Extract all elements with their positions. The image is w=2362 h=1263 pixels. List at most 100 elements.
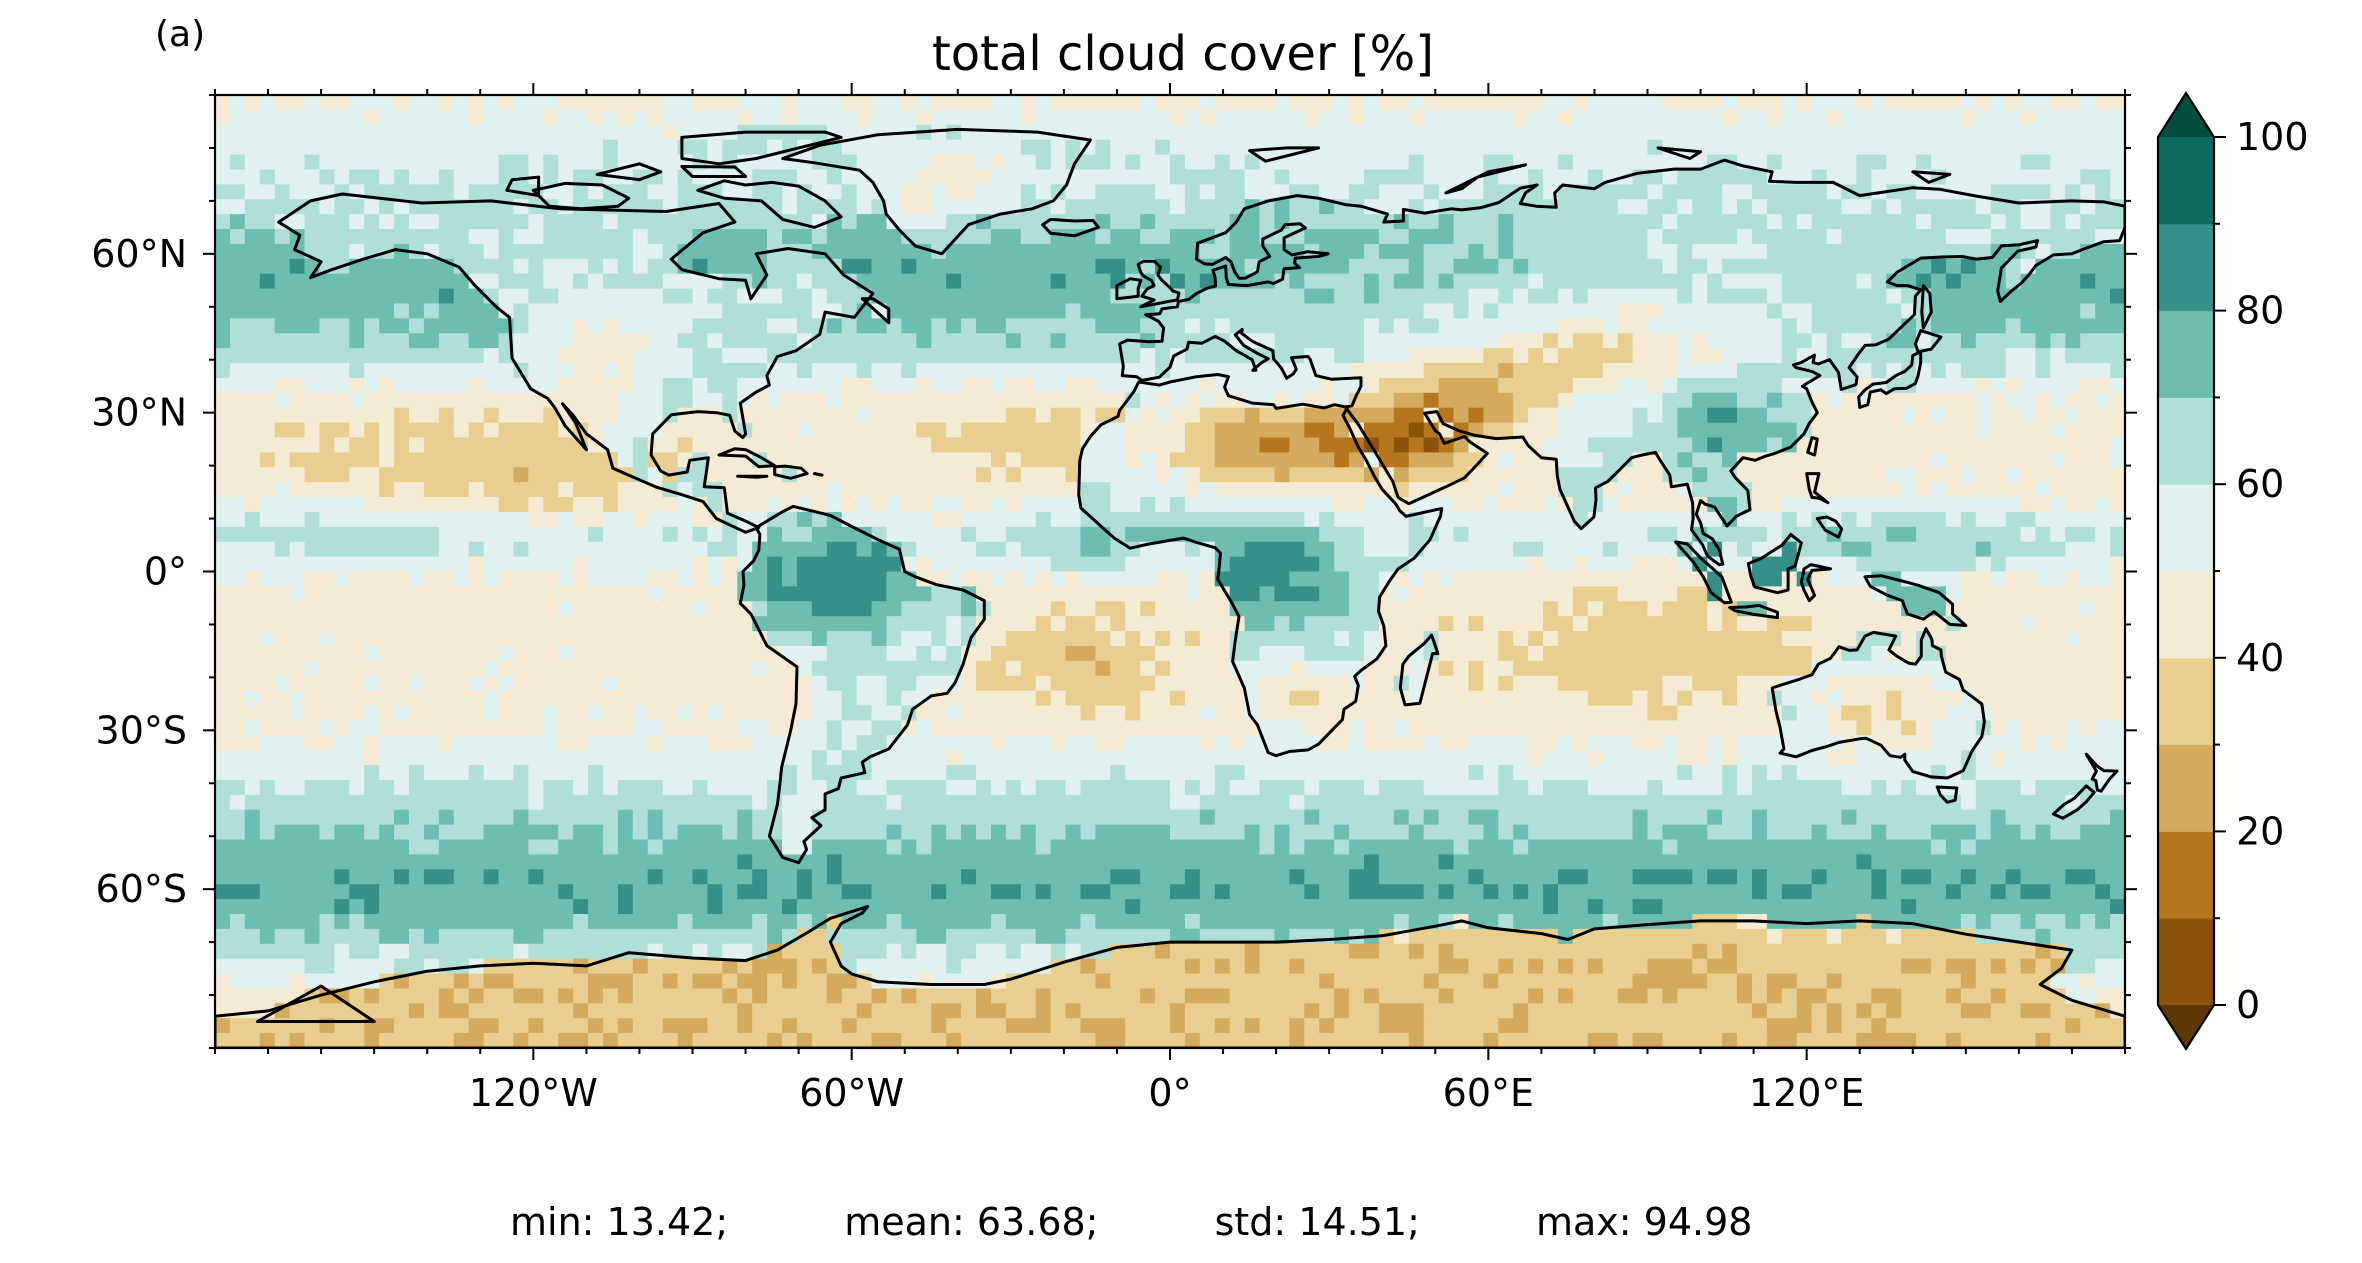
field-cell <box>692 318 768 334</box>
field-cell <box>1155 407 1171 424</box>
field-cell <box>767 392 783 409</box>
field-cell <box>1796 1003 1813 1019</box>
field-cell <box>528 1033 559 1048</box>
field-cell <box>244 913 321 930</box>
field-cell <box>1796 1033 1858 1048</box>
field-cell <box>528 511 559 528</box>
field-cell <box>1498 824 1514 841</box>
field-cell <box>394 437 410 453</box>
field-cell <box>1244 184 1290 200</box>
field-cell <box>1647 526 1678 543</box>
field-cell <box>1841 511 1857 528</box>
field-cell <box>692 526 709 543</box>
field-cell <box>767 884 798 900</box>
field-cell <box>1334 348 1365 364</box>
field-cell <box>1871 884 1887 900</box>
field-cell <box>543 497 574 513</box>
field-cell <box>1229 318 1365 334</box>
field-cell <box>707 884 723 900</box>
field-cell <box>1886 333 1917 349</box>
field-cell <box>1960 273 2007 290</box>
field-cell <box>602 839 619 856</box>
field-cell <box>617 363 634 379</box>
field-cell <box>1990 214 2007 230</box>
field-cell <box>1140 229 1171 245</box>
field-cell <box>1020 943 1052 960</box>
field-cell <box>2050 824 2081 841</box>
field-cell <box>1572 556 1589 573</box>
field-cell <box>767 363 798 379</box>
field-cell <box>215 258 291 275</box>
field-cell <box>1319 511 1335 528</box>
field-cell <box>1602 497 1619 513</box>
field-cell <box>1199 928 1276 945</box>
field-cell <box>1274 586 1320 602</box>
field-cell <box>1334 377 1365 394</box>
field-cell <box>961 660 977 677</box>
field-cell <box>334 169 350 185</box>
field-cell <box>632 109 649 126</box>
field-cell <box>1349 988 1365 1004</box>
field-cell <box>1289 571 1350 587</box>
field-cell <box>2020 824 2037 841</box>
field-cell <box>1214 705 1246 722</box>
field-cell <box>767 631 813 647</box>
field-cell <box>1080 303 1156 319</box>
field-cell <box>1289 616 1305 632</box>
field-cell <box>826 497 843 513</box>
field-cell <box>468 571 485 587</box>
field-cell <box>1975 258 2007 275</box>
field-cell <box>334 735 365 751</box>
colorbar-tick-label: 80 <box>2236 289 2284 333</box>
field-cell <box>1095 422 1126 439</box>
field-cell <box>1990 377 2007 394</box>
field-cell <box>1378 854 1440 870</box>
field-cell <box>1931 631 2066 647</box>
field-cell <box>811 824 888 841</box>
field-cell <box>1229 631 1335 647</box>
field-cell <box>1960 258 1977 275</box>
field-cell <box>1528 958 1544 975</box>
field-cell <box>498 348 515 364</box>
field-cell <box>767 928 783 945</box>
field-cell <box>1751 869 1768 885</box>
field-cell <box>453 184 470 200</box>
field-cell <box>1304 109 1320 126</box>
field-cell <box>1393 392 1425 409</box>
field-cell <box>1707 258 1723 275</box>
field-cell <box>707 258 768 275</box>
field-cell <box>931 377 962 394</box>
field-cell <box>811 750 828 766</box>
field-cell <box>1378 288 1470 305</box>
field-cell <box>990 571 1007 587</box>
field-cell <box>1080 705 1096 722</box>
field-cell <box>2110 541 2125 558</box>
field-cell <box>259 779 276 796</box>
field-cell <box>1766 303 1783 319</box>
field-cell <box>215 124 664 141</box>
field-cell <box>826 735 843 751</box>
field-cell <box>1796 705 1828 722</box>
field-cell <box>1020 109 1037 126</box>
field-cell <box>1543 750 1589 766</box>
field-cell <box>2110 913 2125 930</box>
colorbar-segment <box>2158 310 2214 398</box>
field-cell <box>2095 273 2125 290</box>
field-cell <box>841 169 917 185</box>
field-cell <box>573 556 589 573</box>
field-cell <box>1543 958 1559 975</box>
field-cell <box>468 482 485 498</box>
field-cell <box>1692 437 1708 453</box>
field-cell <box>1035 377 1067 394</box>
field-cell <box>1065 928 1171 945</box>
field-cell <box>782 526 813 543</box>
field-cell <box>304 973 380 990</box>
field-cell <box>1050 556 1126 573</box>
field-cell <box>1945 169 2081 185</box>
field-cell <box>2050 497 2066 513</box>
field-cell <box>737 1018 753 1034</box>
field-cell <box>1602 899 1634 915</box>
field-cell <box>886 586 932 602</box>
field-cell <box>543 214 604 230</box>
field-cell <box>602 184 649 200</box>
